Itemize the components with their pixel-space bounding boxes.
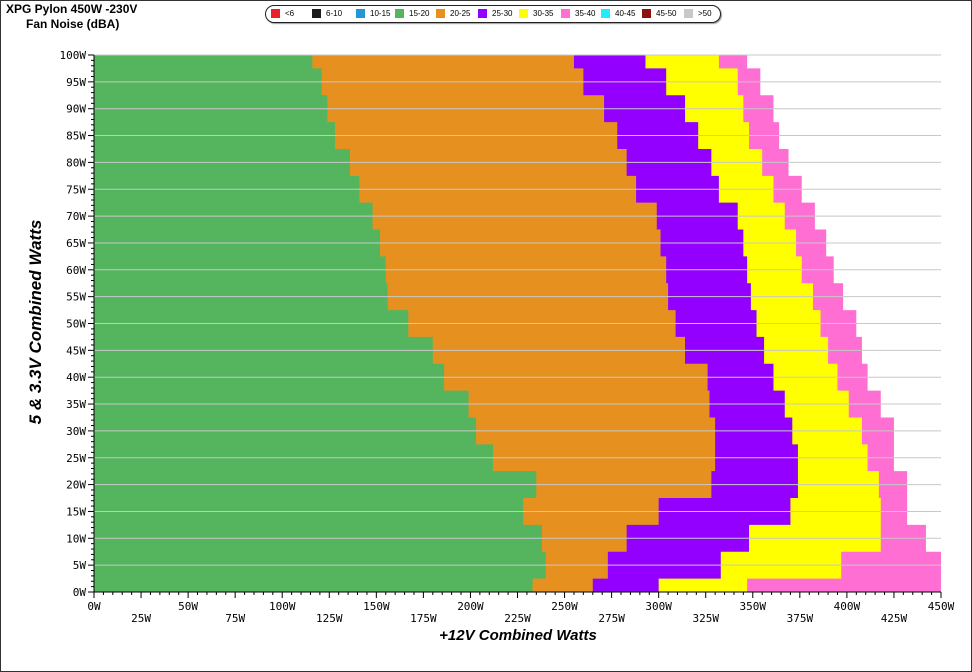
y-tick-label: 80W [66,156,86,169]
legend-swatch [601,9,610,18]
legend-swatch [436,9,445,18]
legend-label: 45-50 [656,9,677,18]
legend-label: 10-15 [370,9,391,18]
x-tick-label: 450W [928,600,955,613]
legend-label: 6-10 [326,9,343,18]
x-axis-title: +12V Combined Watts [439,627,597,644]
legend-label: 25-30 [492,9,513,18]
x-tick-label: 250W [551,600,578,613]
x-tick-labels: 0W 25W 50W 75W 100W 125W 150W 175W 200W 225W 250W 2… [87,600,954,625]
legend-swatch [684,9,693,18]
legend-label: 40-45 [615,9,636,18]
x-tick-label: 100W [269,600,296,613]
x-tick-label: 275W [598,612,625,625]
y-tick-label: 100W [60,49,87,62]
y-tick-labels: 0W 5W 10W 15W 20W 25W 30W 35W 40W 45W 50W 55W 60W 65W… [60,49,87,599]
x-tick-label: 400W [834,600,861,613]
legend-swatch [478,9,487,18]
x-tick-label: 325W [692,612,719,625]
legend-label: 15-20 [409,9,430,18]
legend-label: 35-40 [575,9,596,18]
x-tick-label: 425W [881,612,908,625]
y-tick-label: 65W [66,237,86,250]
legend-label: 30-35 [533,9,554,18]
y-tick-label: 15W [66,505,86,518]
y-tick-label: 10W [66,532,86,545]
x-tick-label: 175W [410,612,437,625]
y-tick-label: 90W [66,103,86,116]
y-axis-title: 5 & 3.3V Combined Watts [26,220,45,425]
legend: <6 6-10 10-15 15-20 20-25 25-30 30-35 35-40 40-4… [265,5,721,23]
y-tick-label: 85W [66,130,86,143]
x-tick-label: 200W [457,600,484,613]
legend-swatch [519,9,528,18]
x-tick-label: 225W [504,612,531,625]
y-tick-label: 30W [66,425,86,438]
legend-swatch [395,9,404,18]
x-tick-label: 75W [225,612,245,625]
y-tick-label: 55W [66,291,86,304]
y-tick-label: 60W [66,264,86,277]
chart-subtitle: Fan Noise (dBA) [26,17,120,31]
y-tick-label: 0W [73,586,87,599]
y-tick-label: 35W [66,398,86,411]
x-tick-label: 300W [645,600,672,613]
y-tick-label: 5W [73,559,87,572]
y-tick-label: 95W [66,76,86,89]
y-tick-label: 75W [66,183,86,196]
axes [88,54,942,598]
legend-swatch [271,9,280,18]
gridlines [94,54,941,593]
y-tick-label: 40W [66,371,86,384]
legend-swatch [561,9,570,18]
y-tick-label: 50W [66,318,86,331]
y-tick-label: 20W [66,479,86,492]
x-tick-label: 25W [131,612,151,625]
x-tick-label: 0W [87,600,101,613]
chart-title: XPG Pylon 450W -230V [6,2,138,16]
y-tick-label: 70W [66,210,86,223]
legend-swatch [642,9,651,18]
legend-label: >50 [698,9,712,18]
x-tick-label: 150W [363,600,390,613]
x-tick-label: 50W [178,600,198,613]
legend-label: 20-25 [450,9,471,18]
x-tick-label: 350W [740,600,767,613]
legend-swatch [356,9,365,18]
y-tick-label: 25W [66,452,86,465]
legend-swatch [312,9,321,18]
x-tick-label: 375W [787,612,814,625]
x-tick-label: 125W [316,612,343,625]
y-tick-label: 45W [66,344,86,357]
legend-label: <6 [285,9,295,18]
